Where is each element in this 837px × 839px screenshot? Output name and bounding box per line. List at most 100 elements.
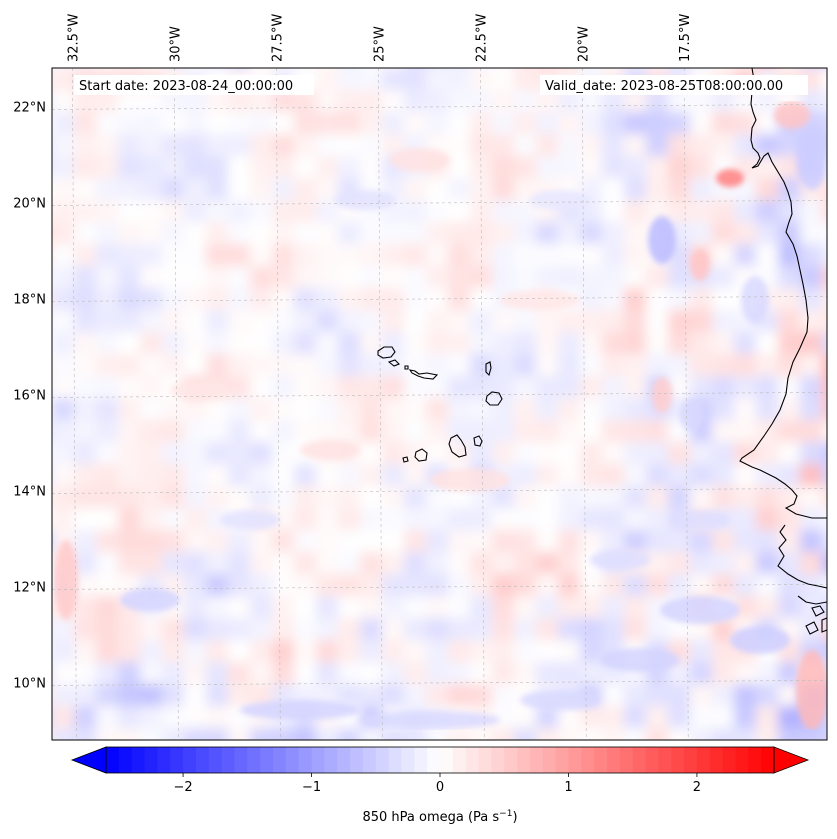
colorbar-segment xyxy=(452,747,467,773)
colorbar-segment xyxy=(195,747,210,773)
colorbar-segment xyxy=(131,747,146,773)
meridian-line xyxy=(581,68,587,740)
colorbar-tick-label: −1 xyxy=(302,780,321,795)
header-annotations: Start date: 2023-08-24_00:00:00 Valid_da… xyxy=(74,75,808,95)
colorbar-segment xyxy=(465,747,480,773)
islands-bijagos xyxy=(805,605,827,635)
colorbar-segment xyxy=(735,747,749,773)
colorbar-ticks: −2 −1 0 1 2 xyxy=(173,773,701,795)
island-boa-vista xyxy=(485,391,503,406)
colorbar-segment xyxy=(504,747,518,773)
latitude-tick-label: 16°N xyxy=(13,388,46,403)
colorbar-segment xyxy=(607,747,621,773)
colorbar-segment xyxy=(118,747,133,773)
colorbar-segment xyxy=(414,747,428,773)
colorbar-segment xyxy=(542,747,557,773)
map-frame xyxy=(51,67,828,741)
colorbar-segment xyxy=(106,747,120,773)
meridian-line xyxy=(174,68,179,740)
colorbar-segment xyxy=(234,747,248,773)
colorbar-segment xyxy=(581,747,595,773)
colorbar-segment xyxy=(170,747,184,773)
longitude-tick-label: 17.5°W xyxy=(678,14,693,62)
latitude-tick-label: 20°N xyxy=(13,196,46,211)
colorbar-segment xyxy=(491,747,505,773)
colorbar-segment xyxy=(440,747,454,773)
colorbar-segment xyxy=(247,747,261,773)
colorbar-segment xyxy=(273,747,287,773)
meridian-line xyxy=(479,68,485,740)
meridian-line xyxy=(683,68,689,740)
island-santiago xyxy=(448,434,467,458)
colorbar-segment xyxy=(517,747,531,773)
longitude-tick-label: 25°W xyxy=(372,26,387,62)
colorbar-label: 850 hPa omega (Pa s−1) xyxy=(362,809,517,825)
meridian-line xyxy=(276,68,281,740)
island-santa-luzia xyxy=(404,365,409,370)
colorbar-segment xyxy=(761,747,775,773)
island-sal xyxy=(485,361,492,377)
longitude-tick-label: 22.5°W xyxy=(474,14,489,62)
start-date-label: Start date: 2023-08-24_00:00:00 xyxy=(79,79,293,94)
colorbar-segment xyxy=(427,747,441,773)
longitude-tick-label: 30°W xyxy=(168,26,183,62)
colorbar-segment xyxy=(388,747,403,773)
colorbar-extend-max xyxy=(773,746,810,774)
colorbar-segment xyxy=(362,747,377,773)
colorbar-segment xyxy=(619,747,634,773)
colorbar-segment xyxy=(709,747,724,773)
colorbar-tick-label: 1 xyxy=(564,780,572,795)
colorbar-segment xyxy=(337,747,351,773)
meridian-line xyxy=(378,68,383,740)
colorbar-segment xyxy=(221,747,236,773)
omega-field xyxy=(52,68,827,740)
longitude-tick-label: 20°W xyxy=(576,26,591,62)
colorbar-segment xyxy=(375,747,390,773)
colorbar-segment xyxy=(260,747,274,773)
island-sao-vicente xyxy=(387,359,400,367)
colorbar-segment xyxy=(632,747,647,773)
colorbar-segment xyxy=(722,747,737,773)
colorbar-segment xyxy=(645,747,659,773)
latitude-tick-label: 12°N xyxy=(13,580,46,595)
latitude-labels: 10°N 12°N 14°N 16°N 18°N 20°N 22°N xyxy=(13,100,46,691)
colorbar-segment xyxy=(208,747,223,773)
latitude-tick-label: 22°N xyxy=(13,100,46,115)
valid-date-label: Valid_date: 2023-08-25T08:00:00.00 xyxy=(545,79,783,94)
colorbar-segment xyxy=(144,747,158,773)
coastlines xyxy=(377,68,827,635)
colorbar-segment xyxy=(478,747,492,773)
colorbar-segment xyxy=(350,747,364,773)
island-fogo xyxy=(414,448,428,462)
island-santo-antao xyxy=(377,346,396,359)
colorbar-segment xyxy=(671,747,685,773)
island-brava xyxy=(402,456,409,463)
west-africa-coastline xyxy=(739,68,827,519)
colorbar: −2 −1 0 1 2 850 hPa omega (Pa s−1) xyxy=(70,746,810,825)
colorbar-segment xyxy=(684,747,698,773)
colorbar-segment xyxy=(658,747,672,773)
colorbar-tick-label: 2 xyxy=(693,780,701,795)
colorbar-segment xyxy=(568,747,582,773)
longitude-labels: 32.5°W 30°W 27.5°W 25°W 22.5°W 20°W 17.5°W xyxy=(66,14,693,62)
gridlines xyxy=(52,68,827,740)
longitude-tick-label: 32.5°W xyxy=(66,14,81,62)
colorbar-segment xyxy=(594,747,608,773)
latitude-tick-label: 14°N xyxy=(13,484,46,499)
coast-guinea-bissau xyxy=(777,524,827,589)
colorbar-segment xyxy=(311,747,325,773)
island-sao-nicolau xyxy=(408,369,439,380)
longitude-tick-label: 27.5°W xyxy=(270,14,285,62)
latitude-tick-label: 10°N xyxy=(13,676,46,691)
colorbar-segment xyxy=(401,747,415,773)
colorbar-segment xyxy=(324,747,338,773)
colorbar-segment xyxy=(157,747,171,773)
colorbar-segment xyxy=(748,747,762,773)
meridian-line xyxy=(72,68,77,740)
map-panel: Start date: 2023-08-24_00:00:00 Valid_da… xyxy=(51,67,828,741)
colorbar-tick-label: 0 xyxy=(436,780,444,795)
latitude-tick-label: 18°N xyxy=(13,292,46,307)
colorbar-segment xyxy=(696,747,711,773)
colorbar-segment xyxy=(529,747,544,773)
